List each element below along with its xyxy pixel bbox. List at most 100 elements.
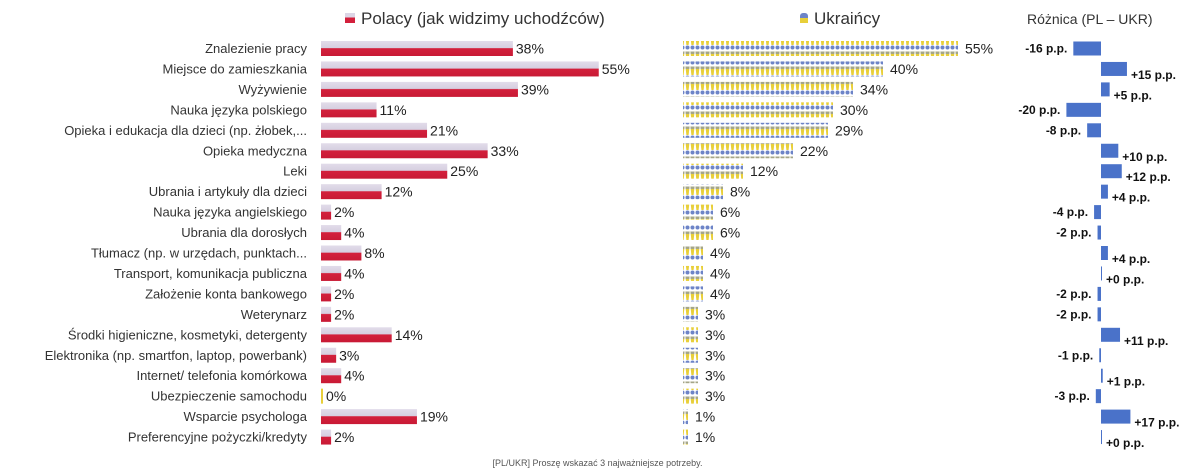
ukrainian-bar <box>683 81 853 97</box>
polish-bar <box>321 245 362 261</box>
polish-value-label: 2% <box>334 429 354 445</box>
difference-label: -16 p.p. <box>1025 42 1067 56</box>
polish-value-label: 55% <box>602 61 630 77</box>
polish-value-label: 0% <box>326 388 346 404</box>
polish-value-label: 39% <box>521 81 549 97</box>
difference-label: +10 p.p. <box>1122 150 1167 164</box>
ukrainian-bar <box>683 204 713 220</box>
difference-label: -3 p.p. <box>1054 389 1089 403</box>
ukrainian-bar <box>683 122 828 138</box>
polish-bar <box>321 102 377 118</box>
ukrainian-bar <box>683 347 698 363</box>
polish-value-label: 25% <box>450 163 478 179</box>
polish-value-label: 11% <box>380 102 407 118</box>
polish-value-label: 4% <box>344 265 364 281</box>
legend-polish-label: Polacy (jak widzimy uchodźców) <box>361 9 605 28</box>
difference-bar <box>1097 307 1101 322</box>
category-label: Wyżywienie <box>238 82 307 97</box>
polish-value-label: 2% <box>334 286 354 302</box>
polish-flag-icon <box>345 12 355 23</box>
ukrainian-value-label: 1% <box>695 429 715 445</box>
ukrainian-bar <box>683 184 723 200</box>
category-label: Ubrania dla dorosłych <box>181 225 307 240</box>
category-label: Założenie konta bankowego <box>145 286 307 301</box>
polish-bar <box>321 265 342 281</box>
difference-bar <box>1097 286 1101 301</box>
difference-bar <box>1094 205 1101 220</box>
category-label: Wsparcie psychologa <box>183 409 307 424</box>
category-label: Internet/ telefonia komórkowa <box>136 368 307 383</box>
difference-label: +5 p.p. <box>1114 88 1152 102</box>
category-label: Nauka języka polskiego <box>170 102 307 117</box>
difference-label: +4 p.p. <box>1112 252 1150 266</box>
ukrainian-value-label: 30% <box>840 102 868 118</box>
legend-polish: Polacy (jak widzimy uchodźców) <box>345 9 605 29</box>
ukrainian-bar <box>683 429 688 445</box>
polish-bar <box>321 306 332 322</box>
polish-value-label: 38% <box>516 41 544 57</box>
difference-bar <box>1099 348 1101 363</box>
difference-label: +0 p.p. <box>1106 272 1144 286</box>
difference-label: -2 p.p. <box>1056 307 1091 321</box>
ukrainian-value-label: 8% <box>730 184 750 200</box>
difference-bar <box>1095 389 1101 404</box>
ukrainian-value-label: 4% <box>710 286 730 302</box>
ukrainian-value-label: 22% <box>800 143 828 159</box>
ukrainian-value-label: 3% <box>705 327 725 343</box>
polish-bar <box>321 368 342 384</box>
difference-label: +12 p.p. <box>1126 170 1171 184</box>
polish-value-label: 4% <box>344 368 364 384</box>
difference-bar <box>1101 184 1108 199</box>
ukrainian-bar <box>683 265 703 281</box>
ukrainian-bar <box>683 368 698 384</box>
category-label: Weterynarz <box>241 307 307 322</box>
difference-bar <box>1101 143 1119 158</box>
polish-bar <box>321 388 323 404</box>
difference-bar <box>1087 123 1101 138</box>
ukrainian-value-label: 55% <box>965 41 993 57</box>
polish-bar <box>321 184 382 200</box>
difference-bar <box>1101 164 1122 179</box>
difference-bar <box>1101 82 1110 97</box>
polish-bar <box>321 286 332 302</box>
difference-label: -2 p.p. <box>1056 226 1091 240</box>
category-label: Ubezpieczenie samochodu <box>151 389 307 404</box>
ukrainian-value-label: 29% <box>835 122 863 138</box>
polish-bar <box>321 347 337 363</box>
category-label: Opieka i edukacja dla dzieci (np. żłobek… <box>64 123 307 138</box>
ukrainian-bar <box>683 306 698 322</box>
ukrainian-value-label: 6% <box>720 225 740 241</box>
difference-bar <box>1101 266 1102 281</box>
difference-label: -20 p.p. <box>1018 103 1060 117</box>
difference-bar <box>1101 430 1102 445</box>
polish-value-label: 4% <box>344 225 364 241</box>
polish-bar <box>321 163 448 179</box>
ukrainian-bar <box>683 245 703 261</box>
difference-bar <box>1073 41 1101 56</box>
ukrainian-bar <box>683 286 703 302</box>
category-label: Preferencyjne pożyczki/kredyty <box>128 430 308 445</box>
polish-value-label: 2% <box>334 306 354 322</box>
ukrainian-value-label: 4% <box>710 265 730 281</box>
ukrainian-value-label: 3% <box>705 347 725 363</box>
category-label: Ubrania i artykuły dla dzieci <box>149 184 307 199</box>
category-label: Nauka języka angielskiego <box>153 205 307 220</box>
polish-value-label: 21% <box>430 122 458 138</box>
ukrainian-bar <box>683 388 698 404</box>
difference-bar <box>1101 61 1127 76</box>
difference-label: +17 p.p. <box>1134 416 1179 430</box>
ukrainian-value-label: 3% <box>705 388 725 404</box>
difference-bar <box>1101 409 1131 424</box>
polish-value-label: 12% <box>385 184 413 200</box>
ukrainian-value-label: 4% <box>710 245 730 261</box>
difference-bar <box>1066 102 1101 117</box>
polish-value-label: 8% <box>364 245 384 261</box>
ukrainian-value-label: 1% <box>695 409 715 425</box>
polish-bar <box>321 122 428 138</box>
category-label: Znalezienie pracy <box>205 41 307 56</box>
ukrainian-bar <box>683 61 883 77</box>
category-label: Leki <box>283 164 307 179</box>
category-label: Tłumacz (np. w urzędach, punktach... <box>91 246 307 261</box>
polish-bar <box>321 41 513 56</box>
difference-label: -2 p.p. <box>1056 287 1091 301</box>
